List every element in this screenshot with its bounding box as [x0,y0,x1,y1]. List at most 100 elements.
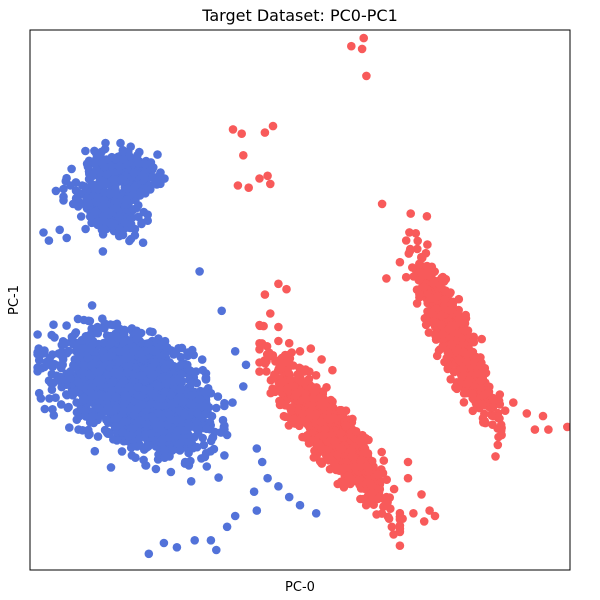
point-red [413,244,422,254]
point-blue [96,381,106,390]
point-red [320,400,330,409]
point-blue [116,138,125,148]
point-blue [146,399,156,409]
point-red [233,181,243,190]
point-blue [59,192,68,201]
point-blue [82,159,92,168]
point-blue [180,409,189,418]
point-red [403,457,413,467]
point-blue [67,164,76,174]
point-blue [100,324,109,333]
point-blue [172,543,182,552]
point-red [382,274,391,283]
point-red [403,473,413,483]
point-blue [263,473,272,483]
point-blue [252,444,262,453]
point-blue [220,401,229,411]
point-red [389,484,399,494]
point-blue [147,345,157,355]
point-blue [76,212,86,221]
point-red [297,364,306,374]
point-red [298,432,307,442]
point-blue [166,390,176,400]
point-red [304,439,314,448]
point-red [445,289,455,298]
point-red [484,387,494,397]
point-red [284,338,294,348]
point-blue [98,314,107,324]
point-red [282,284,291,294]
point-red [422,261,432,271]
point-blue [143,210,152,219]
point-red [356,494,365,504]
point-blue [112,414,121,423]
point-blue [33,330,42,339]
point-red [421,271,430,280]
chart-title: Target Dataset: PC0-PC1 [201,6,398,25]
point-blue [138,238,148,247]
point-blue [62,233,71,243]
point-blue [68,199,78,209]
point-blue [85,370,94,380]
point-blue [144,442,153,451]
point-red [316,417,326,427]
point-blue [79,393,89,403]
point-blue [108,378,117,387]
point-blue [140,385,149,395]
point-blue [85,429,94,439]
point-red [344,471,353,480]
point-blue [118,428,127,437]
point-red [480,409,489,419]
point-blue [73,314,83,324]
point-blue [90,446,100,456]
point-blue [51,186,61,196]
point-blue [81,224,90,234]
point-red [386,504,395,513]
point-red [496,426,506,436]
point-blue [133,382,143,392]
point-red [395,521,405,530]
point-red [384,514,394,523]
point-blue [56,400,66,409]
point-blue [161,379,171,388]
point-blue [101,138,110,148]
point-red [359,33,369,43]
point-red [411,229,421,238]
point-blue [148,327,157,337]
point-blue [179,397,189,406]
point-blue [173,426,182,436]
point-blue [183,360,192,370]
point-red [306,344,316,353]
point-blue [149,163,158,172]
point-blue [132,334,141,344]
point-red [464,375,474,385]
point-red [262,367,271,376]
point-red [440,295,449,305]
y-axis-label: PC-1 [7,285,22,315]
point-red [283,357,292,367]
point-blue [106,331,116,341]
point-blue [119,328,129,337]
point-red [477,334,487,344]
point-blue [55,361,65,370]
point-blue [33,349,42,359]
point-red [333,464,343,473]
point-red [446,306,455,315]
point-blue [166,467,176,477]
point-red [298,409,308,418]
point-blue [106,218,115,228]
point-red [239,151,248,160]
point-blue [62,321,71,330]
point-blue [295,500,305,510]
point-red [311,371,321,380]
point-red [459,398,469,407]
point-red [415,290,424,299]
point-red [395,257,405,267]
point-blue [115,162,124,171]
point-blue [98,347,108,357]
point-blue [47,369,57,379]
point-red [495,390,505,399]
point-blue [160,445,169,455]
point-blue [132,326,141,336]
point-red [320,424,330,434]
